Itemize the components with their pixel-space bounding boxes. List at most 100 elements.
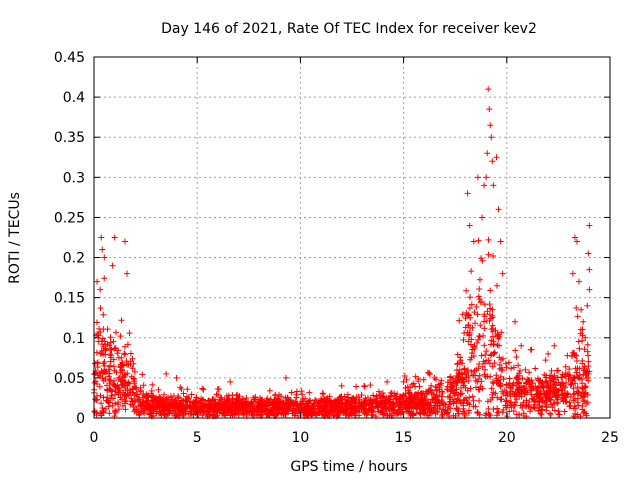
data-point: [490, 253, 497, 260]
data-point: [129, 401, 136, 408]
data-point: [105, 373, 112, 380]
data-point: [478, 255, 485, 262]
data-point: [554, 393, 561, 400]
data-point: [380, 411, 387, 418]
data-point: [168, 410, 175, 417]
data-point: [429, 396, 436, 403]
data-point: [534, 399, 541, 406]
y-tick-label: 0.25: [54, 210, 85, 226]
data-point: [572, 405, 579, 412]
data-point: [194, 402, 201, 409]
plot-frame: [93, 56, 611, 419]
data-point: [148, 387, 155, 394]
data-point: [124, 270, 131, 277]
data-point: [517, 383, 524, 390]
data-point: [583, 400, 590, 407]
data-point: [282, 374, 289, 381]
data-point: [580, 410, 587, 417]
data-point: [491, 349, 498, 356]
y-tick-label: 0.45: [54, 50, 85, 66]
data-point: [135, 396, 142, 403]
data-point: [213, 391, 220, 398]
data-point: [175, 394, 182, 401]
data-point: [481, 182, 488, 189]
data-point: [131, 392, 138, 399]
data-point: [541, 371, 548, 378]
data-point: [400, 378, 407, 385]
data-point: [140, 382, 147, 389]
data-point: [531, 398, 538, 405]
data-point: [454, 396, 461, 403]
data-point: [190, 407, 197, 414]
data-point: [175, 410, 182, 417]
data-point: [569, 353, 576, 360]
data-point: [537, 390, 544, 397]
data-point: [462, 324, 469, 331]
data-point: [219, 410, 226, 417]
data-point: [562, 384, 569, 391]
data-point: [106, 370, 113, 377]
data-point: [500, 406, 507, 413]
data-point: [158, 401, 165, 408]
data-point: [526, 369, 533, 376]
data-point: [536, 402, 543, 409]
data-point: [461, 329, 468, 336]
data-point: [331, 400, 338, 407]
data-point: [519, 375, 526, 382]
data-point: [573, 388, 580, 395]
data-point: [466, 401, 473, 408]
data-point: [462, 315, 469, 322]
data-point: [485, 86, 492, 93]
data-point: [547, 388, 554, 395]
data-point: [438, 397, 445, 404]
data-point: [121, 351, 128, 358]
data-point: [367, 396, 374, 403]
data-point: [269, 400, 276, 407]
data-point: [554, 400, 561, 407]
data-point: [475, 336, 482, 343]
data-point: [507, 388, 514, 395]
data-point: [484, 373, 491, 380]
data-point: [407, 400, 414, 407]
data-point: [99, 407, 106, 414]
data-point: [487, 412, 494, 419]
data-point: [466, 331, 473, 338]
data-point: [454, 351, 461, 358]
data-point: [239, 407, 246, 414]
data-point: [560, 383, 567, 390]
data-point: [477, 299, 484, 306]
data-point: [475, 293, 482, 300]
data-point: [108, 347, 115, 354]
data-point: [414, 405, 421, 412]
data-point: [110, 338, 117, 345]
data-point: [193, 394, 200, 401]
data-point: [527, 404, 534, 411]
data-point: [248, 399, 255, 406]
data-point: [465, 312, 472, 319]
data-point: [372, 397, 379, 404]
data-point: [110, 356, 117, 363]
data-point: [489, 325, 496, 332]
data-point: [436, 392, 443, 399]
data-point: [161, 406, 168, 413]
data-point: [521, 388, 528, 395]
data-point: [533, 387, 540, 394]
data-point: [503, 364, 510, 371]
data-point: [547, 410, 554, 417]
y-tick-label: 0.35: [54, 130, 85, 146]
data-point: [458, 390, 465, 397]
data-point: [118, 317, 125, 324]
data-point: [137, 388, 144, 395]
data-point: [129, 398, 136, 405]
data-point: [420, 390, 427, 397]
data-point: [585, 358, 592, 365]
data-point: [334, 399, 341, 406]
data-point: [122, 406, 129, 413]
data-point: [243, 410, 250, 417]
data-point: [468, 301, 475, 308]
data-point: [425, 402, 432, 409]
data-point: [572, 410, 579, 417]
data-point: [457, 384, 464, 391]
data-point: [557, 382, 564, 389]
data-point: [112, 387, 119, 394]
